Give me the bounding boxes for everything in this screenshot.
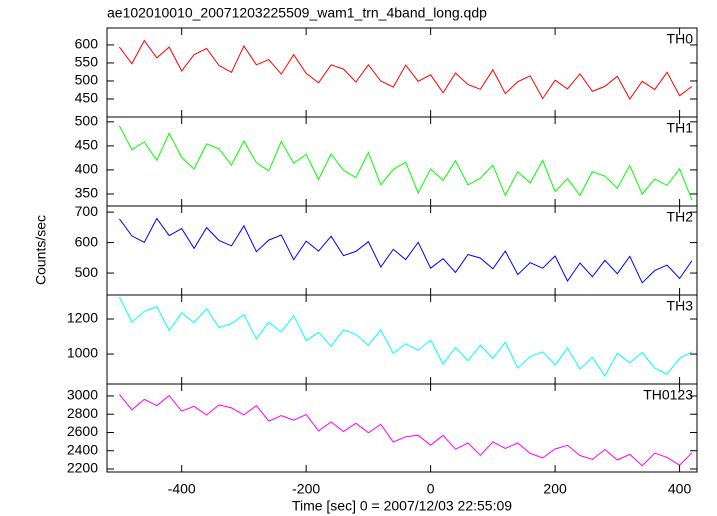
y-tick-label: 3000: [67, 387, 98, 403]
data-line: [119, 394, 693, 467]
panel-label: TH2: [667, 209, 694, 225]
y-tick-label: 350: [75, 185, 99, 201]
y-tick-label: 600: [75, 36, 99, 52]
y-tick-label: 500: [75, 72, 99, 88]
panel-label: TH1: [667, 120, 694, 136]
y-tick-label: 2400: [67, 441, 98, 457]
panel-frame: [106, 294, 698, 385]
y-tick-label: 1200: [67, 310, 98, 326]
x-tick-label: -400: [168, 481, 196, 497]
panel-label: TH0123: [643, 387, 693, 403]
x-tick-label: 400: [668, 481, 692, 497]
y-tick-label: 2200: [67, 460, 98, 476]
y-tick-label: 2600: [67, 423, 98, 439]
y-tick-label: 550: [75, 54, 99, 70]
panel-label: TH3: [667, 298, 694, 314]
y-axis-label: Counts/sec: [33, 215, 49, 285]
data-line: [118, 217, 693, 284]
panel-frame: [106, 383, 698, 473]
panel-label: TH0: [667, 31, 694, 47]
y-tick-label: 450: [75, 90, 99, 106]
panel-frame: [106, 116, 698, 207]
x-axis-label: Time [sec] 0 = 2007/12/03 22:55:09: [292, 498, 512, 514]
y-tick-label: 600: [75, 233, 99, 249]
y-tick-label: 500: [75, 264, 99, 280]
x-tick-label: 200: [543, 481, 567, 497]
y-tick-label: 1000: [67, 345, 98, 361]
panel-frame: [106, 205, 698, 296]
data-line: [118, 296, 693, 378]
y-tick-label: 400: [75, 161, 99, 177]
data-line: [118, 125, 693, 201]
data-line: [119, 39, 693, 100]
y-tick-label: 450: [75, 137, 99, 153]
x-tick-label: 0: [427, 481, 435, 497]
y-tick-label: 700: [75, 203, 99, 219]
chart-title: ae102010010_20071203225509_wam1_trn_4ban…: [107, 5, 487, 21]
y-tick-label: 500: [75, 113, 99, 129]
y-tick-label: 2800: [67, 405, 98, 421]
x-tick-label: -200: [292, 481, 320, 497]
